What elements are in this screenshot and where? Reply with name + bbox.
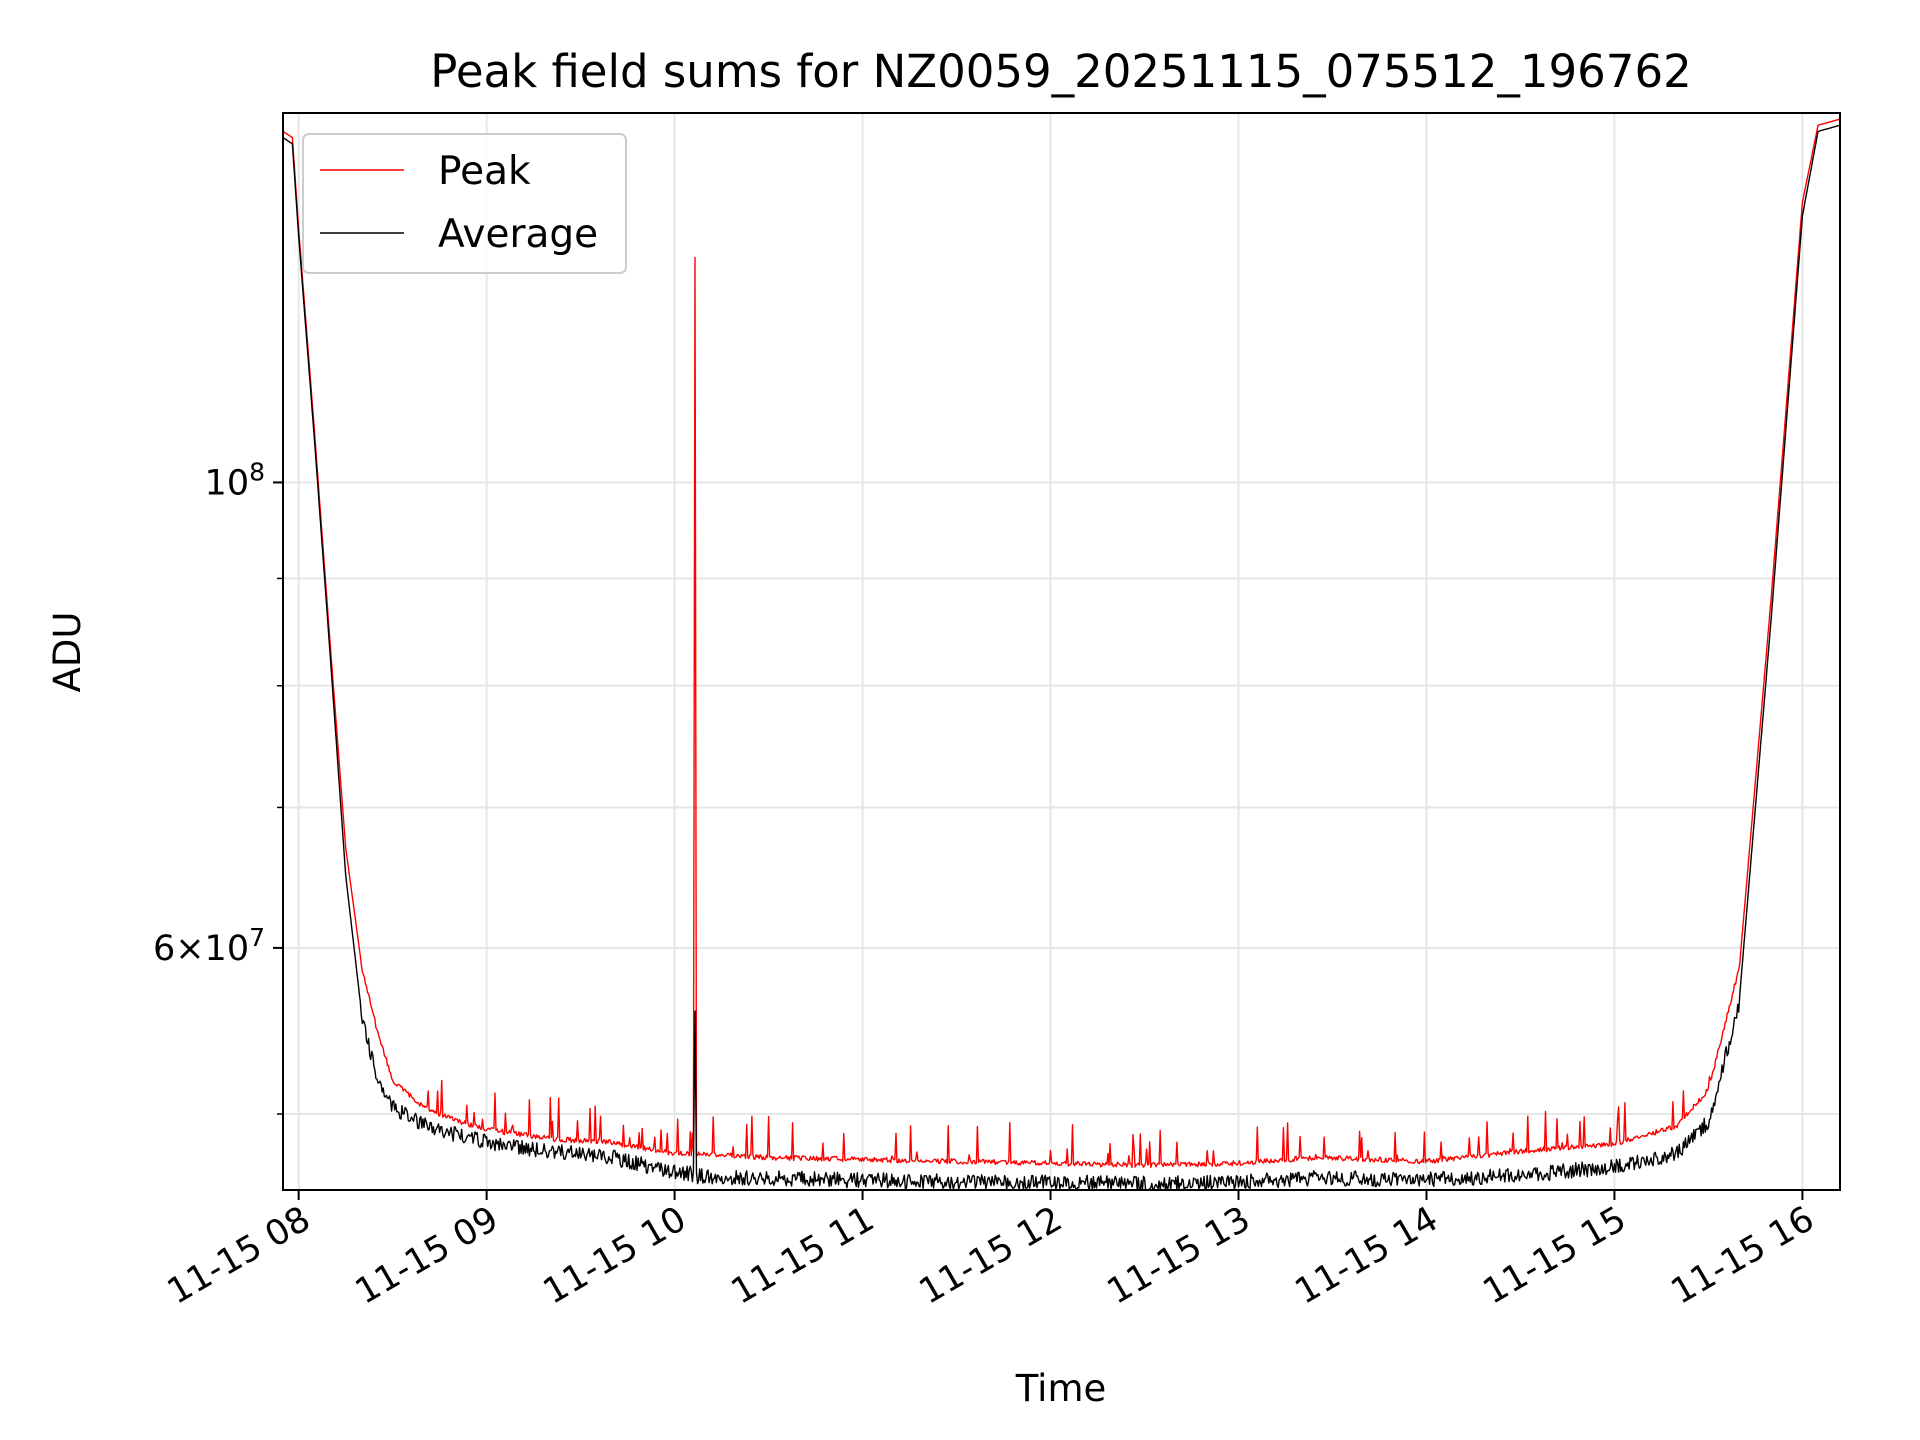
y-tick-label: 108: [205, 457, 265, 503]
y-axis-title: ADU: [46, 612, 89, 693]
x-axis-title: Time: [1015, 1367, 1107, 1410]
chart-title: Peak field sums for NZ0059_20251115_0755…: [430, 45, 1691, 98]
series-lines: [282, 118, 1841, 1191]
y-tick-label: 6×107: [153, 923, 265, 969]
plot-area-frame: [282, 112, 1841, 1191]
legend-box: [302, 133, 627, 274]
legend-label-average: Average: [438, 212, 598, 257]
legend-label-peak: Peak: [438, 149, 531, 194]
grid: [283, 113, 1840, 1190]
series-line-average: [282, 124, 1841, 1191]
legend: Peak Average: [302, 133, 627, 274]
series-line-peak: [282, 118, 1841, 1169]
